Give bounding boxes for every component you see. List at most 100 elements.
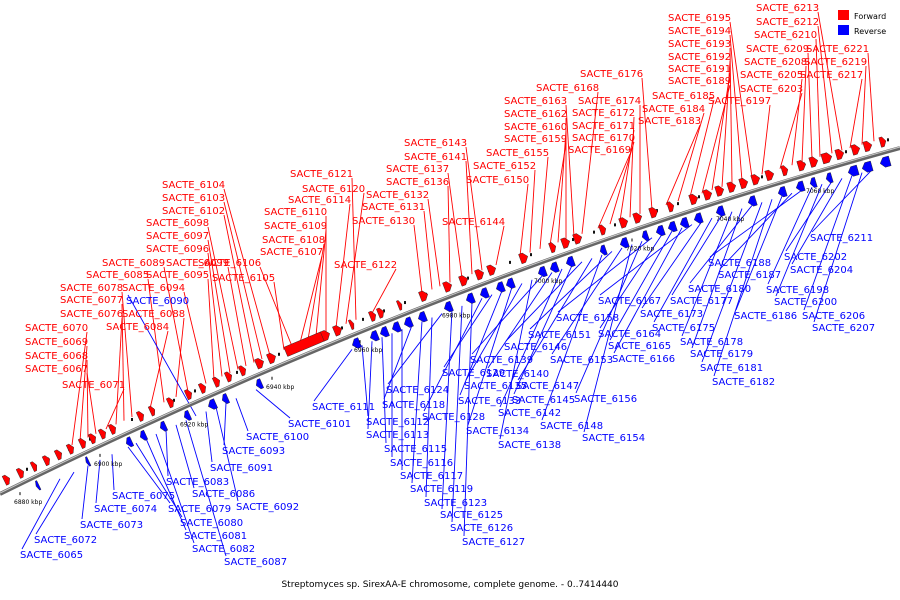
gene-connector-line	[495, 225, 505, 266]
forward-gene-label: SACTE_6095	[146, 270, 209, 281]
reverse-gene-label: SACTE_6139	[470, 355, 533, 366]
gene-connector-line	[677, 112, 705, 202]
forward-gene-label: SACTE_6130	[352, 216, 415, 227]
reverse-gene-label: SACTE_6092	[236, 502, 299, 513]
gene-connector-line	[599, 234, 663, 329]
gene-connector-line	[163, 266, 189, 392]
forward-gene-label: SACTE_6109	[264, 221, 327, 232]
forward-gene-label: SACTE_6121	[290, 169, 353, 180]
reverse-gene-label: SACTE_6090	[126, 296, 189, 307]
forward-gene-label: SACTE_6192	[668, 52, 731, 63]
forward-gene-label: SACTE_6071	[62, 380, 125, 391]
gene-connector-line	[447, 185, 451, 283]
forward-gene-label: SACTE_6098	[146, 218, 209, 229]
reverse-gene-label: SACTE_6079	[168, 504, 231, 515]
reverse-gene-label: SACTE_6207	[812, 323, 875, 334]
gene-connector-line	[729, 21, 753, 178]
legend: Forward Reverse	[838, 10, 886, 36]
reverse-gene-label: SACTE_6198	[766, 285, 829, 296]
gene-connector-line	[861, 65, 867, 145]
gene-connector-line	[557, 130, 567, 243]
forward-gene-label: SACTE_6160	[504, 122, 567, 133]
forward-gene-arrow	[850, 144, 861, 156]
reverse-gene-arrow	[392, 321, 402, 333]
forward-gene-arrow	[618, 217, 629, 229]
gene-connector-line	[135, 442, 183, 518]
forward-gene-arrow	[266, 352, 276, 365]
gene-connector-line	[499, 268, 563, 408]
reverse-gene-label: SACTE_6204	[790, 265, 853, 276]
reverse-gene-arrow	[35, 480, 42, 491]
forward-gene-arrow	[65, 443, 74, 455]
forward-gene-arrow	[197, 383, 206, 394]
gene-connector-line	[791, 78, 803, 166]
gene-connector-line	[307, 243, 325, 340]
forward-gene-label: SACTE_6174	[578, 96, 641, 107]
gene-connector-line	[215, 406, 239, 502]
reverse-gene-label: SACTE_6153	[550, 355, 613, 366]
gene-connector-line	[335, 203, 351, 328]
forward-gene-arrow	[738, 177, 749, 190]
gene-connector-line	[817, 25, 833, 154]
gene-connector-line	[86, 372, 97, 434]
gene-connector-line	[465, 146, 483, 271]
reverse-gene-arrow	[715, 205, 726, 217]
forward-gene-label: SACTE_6068	[25, 351, 88, 362]
reverse-gene-arrow	[85, 456, 92, 467]
reverse-gene-arrow	[208, 398, 218, 410]
gene-connector-line	[641, 77, 653, 210]
reverse-gene-label: SACTE_6117	[400, 471, 463, 482]
gene-connector-line	[207, 226, 239, 370]
reverse-gene-label: SACTE_6178	[680, 337, 743, 348]
gene-connector-line	[735, 196, 783, 311]
forward-gene-label: SACTE_6170	[572, 133, 635, 144]
reverse-gene-label: SACTE_6124	[386, 385, 449, 396]
forward-gene-arrow	[486, 264, 496, 276]
reverse-gene-label: SACTE_6128	[422, 412, 485, 423]
gene-connector-line	[313, 349, 353, 402]
gene-connector-line	[223, 188, 271, 356]
forward-gene-label: SACTE_6131	[362, 202, 425, 213]
tick-label: 7060 kbp	[806, 188, 834, 195]
reverse-gene-arrow	[777, 186, 788, 198]
forward-gene-arrow	[688, 193, 699, 206]
reverse-gene-label: SACTE_6180	[688, 284, 751, 295]
gene-connector-line	[465, 160, 473, 275]
gene-connector-line	[583, 244, 633, 433]
forward-gene-arrow	[442, 281, 452, 293]
forward-gene-arrow	[666, 201, 675, 213]
gene-connector-line	[803, 175, 853, 311]
reverse-gene-arrow	[879, 155, 892, 168]
reverse-gene-arrow	[655, 224, 666, 237]
reverse-gene-arrow	[693, 212, 704, 224]
forward-gene-arrow	[764, 169, 775, 182]
legend-reverse-label: Reverse	[854, 27, 886, 36]
forward-gene-arrow	[41, 455, 50, 467]
forward-gene-label: SACTE_6144	[442, 217, 505, 228]
forward-gene-label: SACTE_6097	[146, 231, 209, 242]
reverse-gene-label: SACTE_6081	[184, 531, 247, 542]
forward-gene-label: SACTE_6076	[60, 309, 123, 320]
reverse-gene-label: SACTE_6175	[652, 323, 715, 334]
gene-connector-line	[721, 60, 731, 187]
reverse-gene-arrow	[747, 195, 758, 207]
forward-gene-label: SACTE_6141	[404, 152, 467, 163]
reverse-gene-label: SACTE_6133	[458, 396, 521, 407]
forward-gene-label: SACTE_6070	[25, 323, 88, 334]
gene-connector-line	[671, 214, 723, 296]
gene-connector-line	[423, 210, 433, 290]
reverse-gene-label: SACTE_6123	[424, 498, 487, 509]
forward-gene-arrow	[1, 474, 10, 486]
reverse-gene-label: SACTE_6113	[366, 430, 429, 441]
reverse-gene-arrow	[140, 429, 149, 441]
tick-label: 6880 kbp	[14, 499, 42, 506]
gene-connector-line	[785, 181, 833, 252]
reverse-gene-arrow	[352, 337, 362, 349]
reverse-gene-label: SACTE_6118	[382, 400, 445, 411]
gene-connector-line	[207, 252, 223, 377]
forward-gene-arrow	[796, 160, 807, 172]
reverse-gene-label: SACTE_6148	[540, 421, 603, 432]
forward-gene-arrow	[750, 174, 761, 186]
forward-gene-label: SACTE_6136	[386, 177, 449, 188]
forward-gene-arrow	[702, 189, 713, 201]
